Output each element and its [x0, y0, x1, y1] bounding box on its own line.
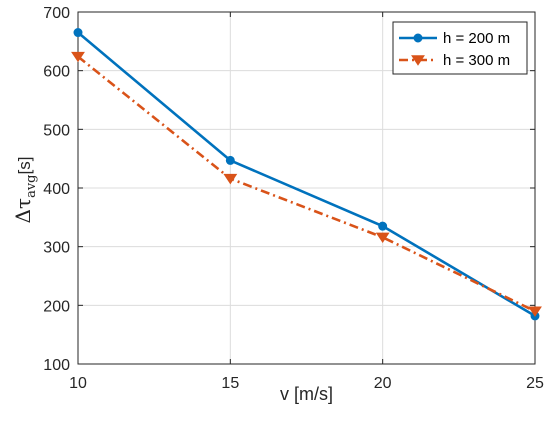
data-point	[225, 155, 235, 165]
y-tick-label: 300	[43, 240, 70, 257]
x-tick-label: 25	[526, 375, 544, 392]
data-point	[73, 28, 83, 38]
y-tick-label: 600	[43, 64, 70, 81]
legend-label: h = 200 m	[443, 30, 510, 47]
y-axis-label-subscript: avg	[24, 175, 39, 198]
x-tick-label: 20	[374, 375, 392, 392]
data-point	[71, 51, 85, 63]
legend-label: h = 300 m	[443, 52, 510, 69]
y-tick-label: 700	[43, 5, 70, 22]
series-line	[77, 55, 536, 313]
legend-swatch-marker	[411, 55, 425, 66]
data-point	[378, 221, 388, 231]
y-tick-label: 400	[43, 181, 70, 198]
data-point	[528, 306, 542, 317]
axis-ticks: 10 15 20 25 100 200 300 400 500 600 700	[43, 5, 544, 392]
data-point	[223, 173, 238, 185]
y-tick-label: 200	[43, 298, 70, 315]
y-tick-label: 100	[43, 357, 70, 374]
y-axis-label-symbol: Δτ	[11, 198, 35, 224]
x-tick-label: 10	[69, 375, 87, 392]
y-axis-label-unit: [s]	[15, 157, 34, 175]
series-line	[77, 31, 536, 318]
x-axis-label: v [m/s]	[280, 384, 333, 404]
data-point	[375, 232, 390, 243]
series-2	[71, 51, 542, 317]
x-tick-label: 15	[221, 375, 239, 392]
svg-text:Δτavg[s]: Δτavg[s]	[11, 157, 39, 224]
y-tick-label: 500	[43, 122, 70, 139]
series-group	[71, 28, 542, 321]
y-axis-label: Δτavg[s]	[11, 157, 39, 224]
legend-box	[392, 21, 528, 75]
legend: h = 200 m h = 300 m	[392, 21, 528, 75]
legend-swatch-marker	[413, 33, 423, 43]
